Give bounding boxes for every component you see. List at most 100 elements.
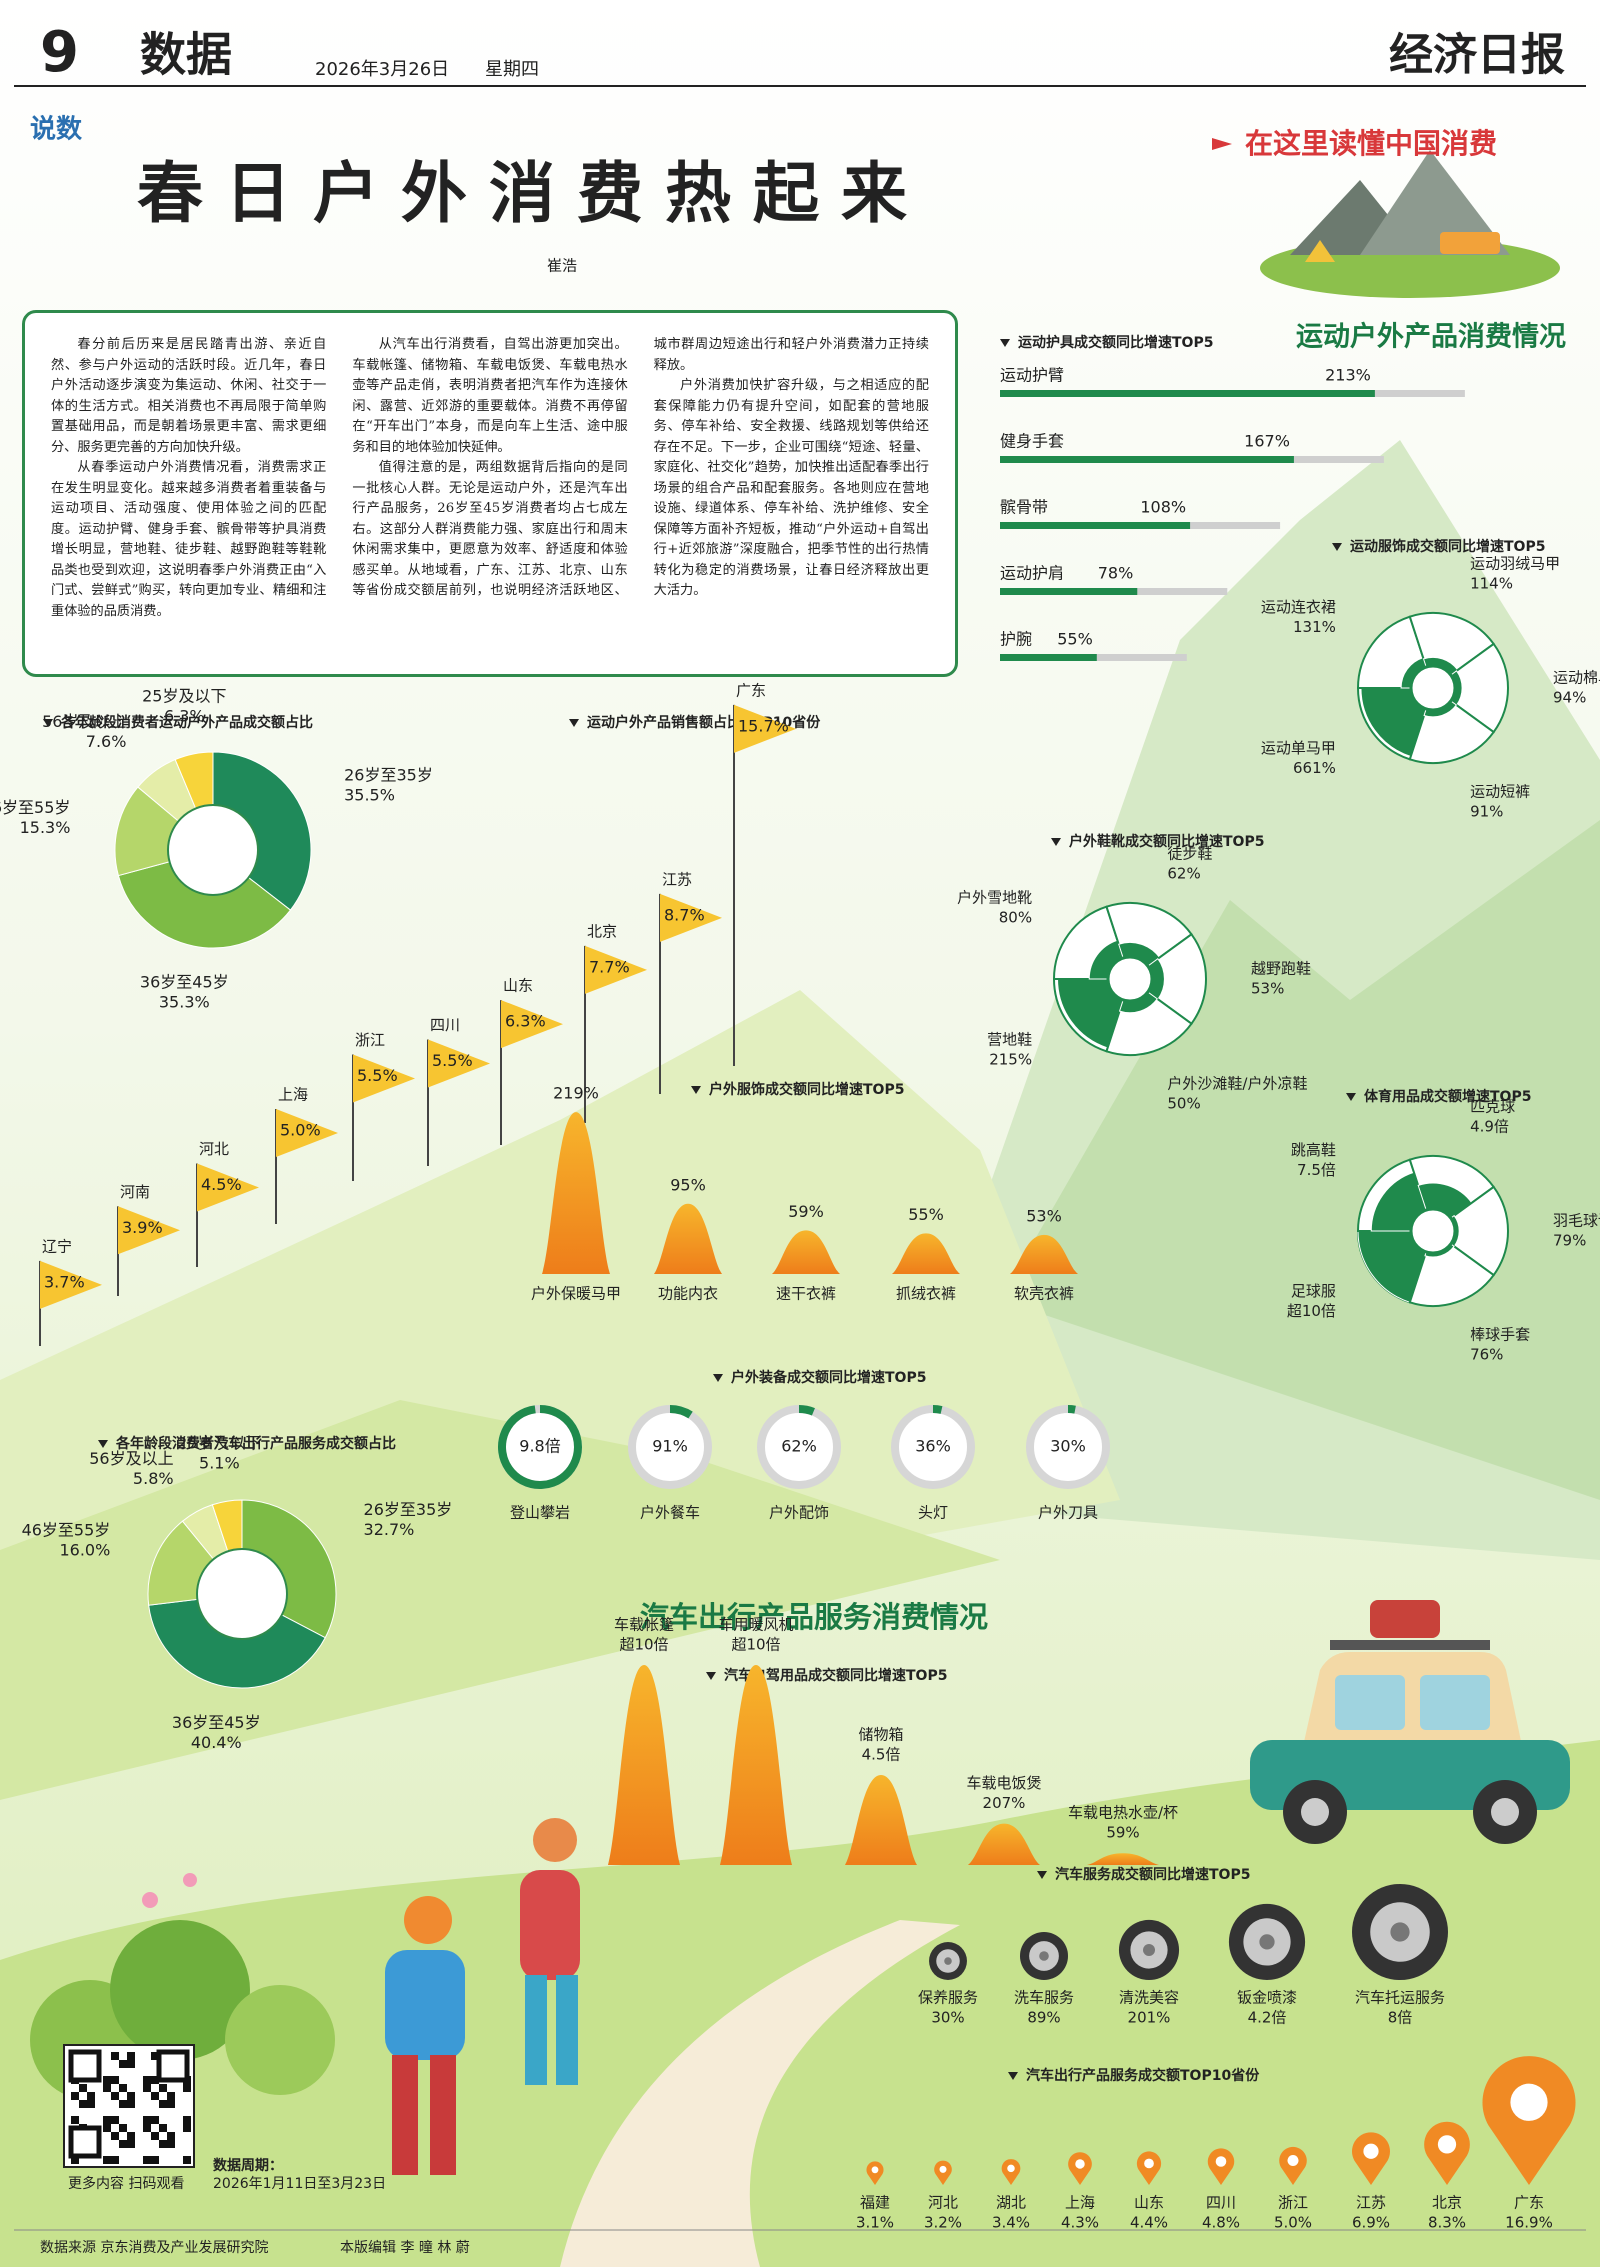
hikers bbox=[385, 1818, 580, 2175]
value-label: 7.7% bbox=[589, 957, 630, 976]
bush bbox=[225, 1985, 335, 2095]
qr-finder bbox=[68, 2125, 102, 2159]
title-marker bbox=[1346, 1093, 1356, 1101]
flower bbox=[142, 1892, 158, 1908]
value-label: 35.5% bbox=[344, 785, 395, 804]
wheel-hub bbox=[1039, 1951, 1049, 1961]
chart-title: 户外装备成交额同比增速TOP5 bbox=[731, 1369, 926, 1386]
hiker-head bbox=[533, 1818, 577, 1862]
category-label: 汽车托运服务 bbox=[1355, 1989, 1445, 2007]
qr-cell bbox=[87, 2092, 95, 2100]
pin-hole bbox=[1287, 2155, 1299, 2167]
qr-cell bbox=[127, 2060, 135, 2068]
value-label: 201% bbox=[1128, 2009, 1171, 2027]
title-marker bbox=[713, 1374, 723, 1382]
author: 崔浩 bbox=[547, 257, 577, 275]
flag bbox=[40, 1260, 102, 1309]
qr-cell bbox=[151, 2076, 159, 2084]
bar bbox=[1000, 390, 1375, 397]
ring-arc bbox=[498, 1405, 582, 1489]
tent bbox=[1305, 240, 1335, 262]
value-label: 7.6% bbox=[86, 732, 127, 751]
bar bbox=[1000, 588, 1138, 595]
qr-cell bbox=[143, 2124, 151, 2132]
ring-arc bbox=[932, 1405, 943, 1414]
hiker-leg bbox=[556, 1975, 578, 2085]
wheel-hub bbox=[944, 1957, 952, 1965]
article: 春分前后历来是居民踏青出游、亲近自然、参与户外运动的活跃时段。近几年，春日户外活… bbox=[22, 310, 958, 677]
qr-cell bbox=[119, 2100, 127, 2108]
value-label: 5.8% bbox=[133, 1469, 174, 1488]
qr-cell bbox=[143, 2156, 151, 2164]
value-label: 4.5% bbox=[201, 1175, 242, 1194]
value-label: 5.5% bbox=[432, 1051, 473, 1070]
category-label: 匹克球 bbox=[1470, 1097, 1515, 1115]
value-label: 167% bbox=[1244, 432, 1290, 451]
category-label: 上海 bbox=[278, 1086, 308, 1104]
pin-hole bbox=[1075, 2159, 1085, 2169]
value-label: 15.7% bbox=[738, 716, 789, 735]
wheel-hub bbox=[1259, 1934, 1275, 1950]
category-label: 北京 bbox=[1432, 2194, 1462, 2212]
masthead: 经济日报 bbox=[1389, 30, 1565, 81]
value-label: 6.9% bbox=[1352, 2214, 1390, 2232]
category-label: 车载电热水壶/杯 bbox=[1068, 1804, 1178, 1822]
donut-center bbox=[196, 1548, 288, 1640]
editors: 本版编辑 李 曈 林 蔚 bbox=[340, 2239, 470, 2256]
category-label: 跳高鞋 bbox=[1291, 1141, 1336, 1159]
category-label: 56岁及以上 bbox=[89, 1449, 173, 1468]
title-marker bbox=[1051, 838, 1061, 846]
value-label: 15.3% bbox=[20, 818, 71, 837]
qr-cell bbox=[159, 2124, 167, 2132]
qr-cell bbox=[79, 2084, 87, 2092]
pin-hole bbox=[1215, 2156, 1227, 2167]
bar-label: 护腕 bbox=[1000, 630, 1032, 649]
value-label: 3.4% bbox=[992, 2214, 1030, 2232]
qr-cell bbox=[127, 2092, 135, 2100]
category-label: 河南 bbox=[120, 1183, 150, 1201]
qr-cell bbox=[151, 2132, 159, 2140]
category-label: 四川 bbox=[430, 1016, 460, 1034]
value-label: 35.3% bbox=[159, 993, 210, 1012]
bar-label: 健身手套 bbox=[1000, 432, 1064, 451]
flag bbox=[197, 1163, 259, 1212]
category-label: 足球服 bbox=[1291, 1282, 1336, 1300]
qr-finder bbox=[68, 2049, 102, 2083]
window bbox=[1335, 1675, 1405, 1730]
value-label: 4.4% bbox=[1130, 2214, 1168, 2232]
value-label: 59% bbox=[1106, 1824, 1139, 1842]
category-label: 棒球手套 bbox=[1470, 1326, 1530, 1344]
title-marker bbox=[1332, 543, 1342, 551]
flag bbox=[734, 704, 796, 753]
category-label: 26岁至35岁 bbox=[344, 765, 433, 784]
category-label: 清洗美容 bbox=[1119, 1989, 1179, 2007]
peak bbox=[845, 1775, 917, 1865]
hiker-body bbox=[385, 1950, 465, 2060]
qr-caption: 更多内容 扫码观看 bbox=[68, 2175, 184, 2192]
category-label: 户外保暖马甲 bbox=[531, 1285, 621, 1303]
value-label: 219% bbox=[553, 1084, 599, 1103]
value-label: 80% bbox=[999, 908, 1032, 926]
peak bbox=[1360, 150, 1510, 255]
bar-label: 运动护肩 bbox=[1000, 564, 1064, 583]
qr-pattern bbox=[68, 2049, 191, 2164]
value-label: 3.9% bbox=[122, 1218, 163, 1237]
banner: 在这里读懂中国消费 bbox=[1245, 127, 1497, 160]
value-label: 76% bbox=[1470, 1346, 1503, 1364]
category-label: 36岁至45岁 bbox=[172, 1713, 261, 1732]
value-label: 213% bbox=[1325, 366, 1371, 385]
title-marker bbox=[98, 1440, 108, 1448]
qr-cell bbox=[71, 2116, 79, 2124]
qr-cell bbox=[79, 2100, 87, 2108]
section-heading: 运动户外产品消费情况 bbox=[1296, 321, 1566, 353]
qr-cell bbox=[111, 2076, 119, 2084]
section-heading: 汽车出行产品服务消费情况 bbox=[640, 1600, 988, 1634]
value-label: 超10倍 bbox=[619, 1636, 668, 1654]
column-name: 说数 bbox=[30, 115, 83, 145]
data-source: 数据来源 京东消费及产业发展研究院 bbox=[40, 2240, 268, 2256]
category-label: 26岁至35岁 bbox=[364, 1500, 453, 1519]
category-label: 运动连衣裙 bbox=[1261, 598, 1336, 616]
section-name: 数据 bbox=[140, 28, 232, 82]
value-label: 3.7% bbox=[44, 1272, 85, 1291]
qr-cell bbox=[127, 2140, 135, 2148]
